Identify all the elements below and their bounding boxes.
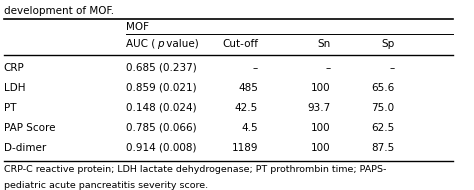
Text: 0.859 (0.021): 0.859 (0.021) <box>127 83 197 93</box>
Text: PAP Score: PAP Score <box>4 123 55 133</box>
Text: Sn: Sn <box>318 39 331 48</box>
Text: MOF: MOF <box>127 22 149 32</box>
Text: 485: 485 <box>238 83 258 93</box>
Text: D-dimer: D-dimer <box>4 143 46 153</box>
Text: 42.5: 42.5 <box>235 103 258 113</box>
Text: Sp: Sp <box>381 39 394 48</box>
Text: 87.5: 87.5 <box>371 143 394 153</box>
Text: 100: 100 <box>311 123 331 133</box>
Text: 0.148 (0.024): 0.148 (0.024) <box>127 103 197 113</box>
Text: 93.7: 93.7 <box>308 103 331 113</box>
Text: CRP: CRP <box>4 63 24 73</box>
Text: 62.5: 62.5 <box>371 123 394 133</box>
Text: CRP-C reactive protein; LDH lactate dehydrogenase; PT prothrombin time; PAPS-: CRP-C reactive protein; LDH lactate dehy… <box>4 165 386 174</box>
Text: 100: 100 <box>311 143 331 153</box>
Text: 0.785 (0.066): 0.785 (0.066) <box>127 123 197 133</box>
Text: pediatric acute pancreatitis severity score.: pediatric acute pancreatitis severity sc… <box>4 181 208 190</box>
Text: p: p <box>157 39 164 48</box>
Text: AUC (: AUC ( <box>127 39 155 48</box>
Text: value): value) <box>163 39 199 48</box>
Text: 65.6: 65.6 <box>371 83 394 93</box>
Text: –: – <box>326 63 331 73</box>
Text: 0.914 (0.008): 0.914 (0.008) <box>127 143 197 153</box>
Text: –: – <box>389 63 394 73</box>
Text: LDH: LDH <box>4 83 25 93</box>
Text: 0.685 (0.237): 0.685 (0.237) <box>127 63 197 73</box>
Text: 4.5: 4.5 <box>241 123 258 133</box>
Text: 100: 100 <box>311 83 331 93</box>
Text: 1189: 1189 <box>232 143 258 153</box>
Text: 75.0: 75.0 <box>371 103 394 113</box>
Text: development of MOF.: development of MOF. <box>4 6 114 17</box>
Text: Cut-off: Cut-off <box>222 39 258 48</box>
Text: –: – <box>253 63 258 73</box>
Text: PT: PT <box>4 103 16 113</box>
